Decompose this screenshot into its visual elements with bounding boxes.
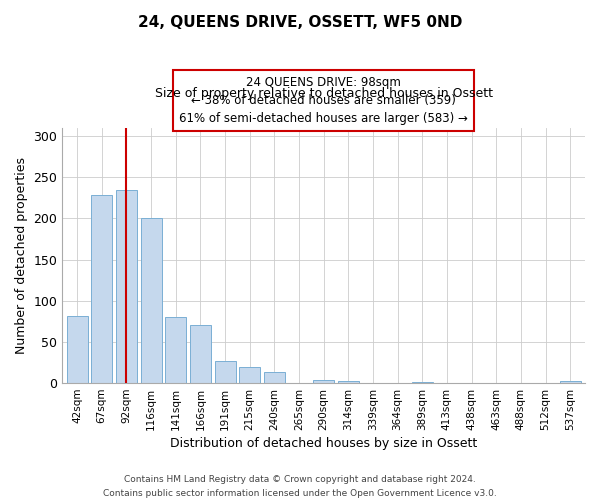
Title: Size of property relative to detached houses in Ossett: Size of property relative to detached ho… <box>155 88 493 101</box>
Bar <box>165 317 186 383</box>
Bar <box>560 382 581 383</box>
Bar <box>140 218 161 383</box>
Y-axis label: Number of detached properties: Number of detached properties <box>15 157 28 354</box>
Bar <box>67 316 88 383</box>
Text: 24 QUEENS DRIVE: 98sqm
← 38% of detached houses are smaller (359)
61% of semi-de: 24 QUEENS DRIVE: 98sqm ← 38% of detached… <box>179 76 468 126</box>
Bar <box>264 372 285 383</box>
Bar <box>239 368 260 383</box>
Bar <box>190 326 211 383</box>
Bar <box>412 382 433 383</box>
Bar <box>215 361 236 383</box>
Bar <box>116 190 137 383</box>
Bar <box>338 380 359 383</box>
Text: Contains HM Land Registry data © Crown copyright and database right 2024.
Contai: Contains HM Land Registry data © Crown c… <box>103 476 497 498</box>
X-axis label: Distribution of detached houses by size in Ossett: Distribution of detached houses by size … <box>170 437 477 450</box>
Bar <box>91 196 112 383</box>
Bar <box>313 380 334 383</box>
Text: 24, QUEENS DRIVE, OSSETT, WF5 0ND: 24, QUEENS DRIVE, OSSETT, WF5 0ND <box>138 15 462 30</box>
